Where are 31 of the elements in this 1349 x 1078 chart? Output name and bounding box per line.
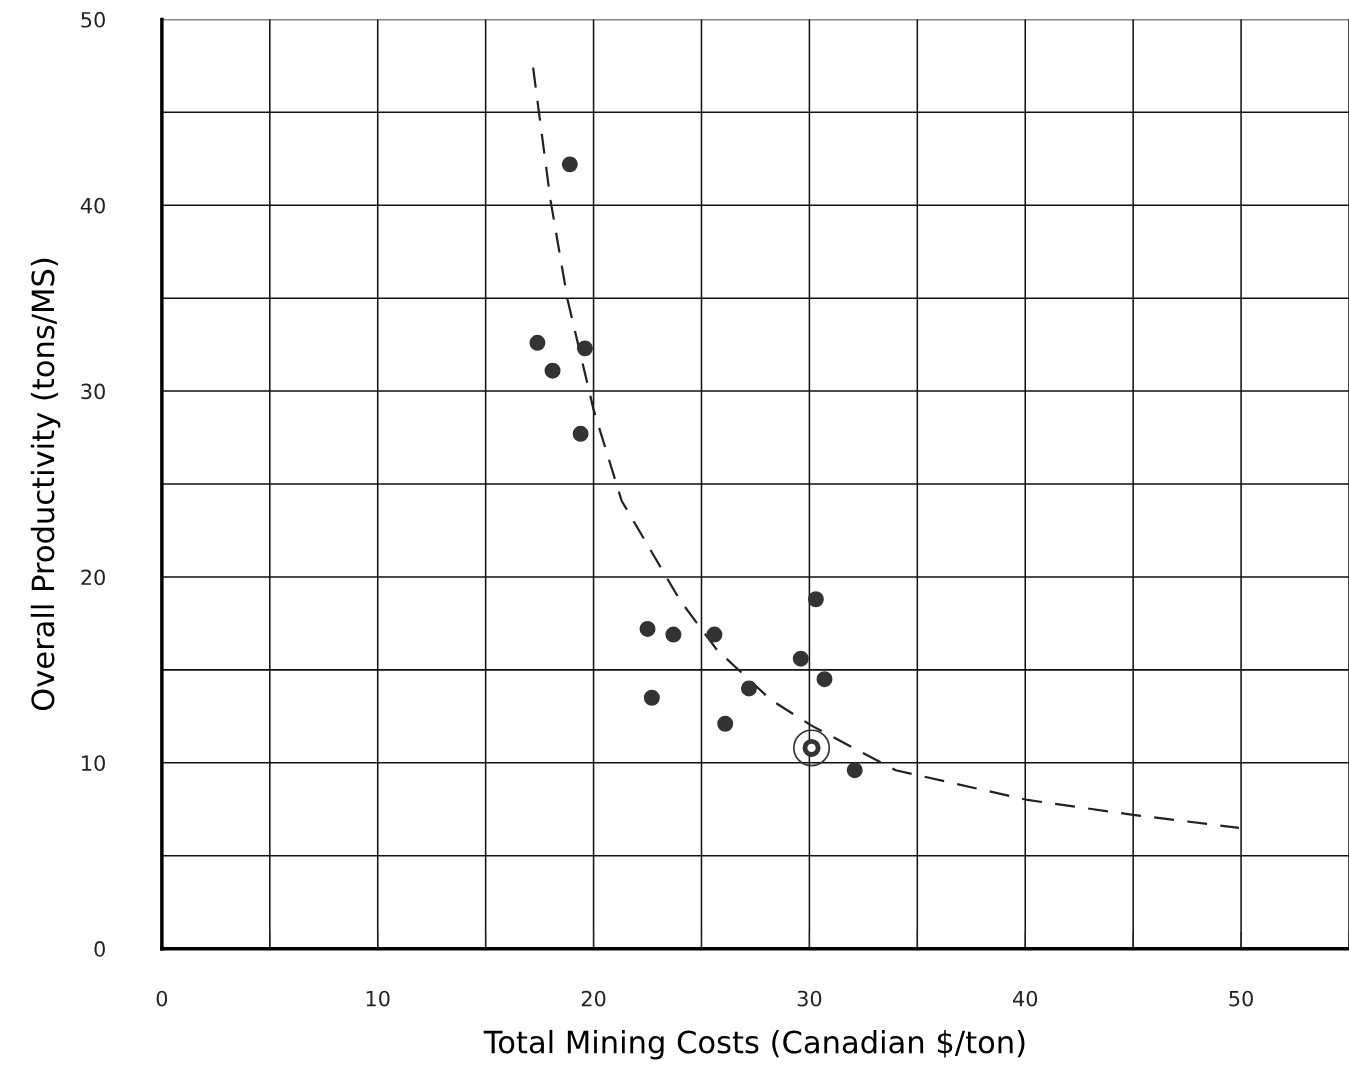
- point: [792, 650, 809, 667]
- y-tick-label: 20: [81, 569, 105, 586]
- x-tick-label: 40: [1013, 990, 1038, 1007]
- x-tick-label: 50: [1229, 990, 1253, 1007]
- point: [706, 626, 723, 643]
- y-tick-label: 50: [81, 11, 105, 28]
- x-tick-label: 30: [797, 990, 822, 1007]
- x-tick-label: 10: [366, 990, 390, 1007]
- x-axis-title: Total Mining Costs (Canadian $/ton): [483, 1029, 1025, 1060]
- point: [576, 340, 593, 357]
- point: [816, 671, 833, 688]
- point: [717, 715, 734, 732]
- x-tick-label: 20: [581, 990, 606, 1007]
- point: [793, 729, 831, 767]
- y-tick-label: 10: [82, 755, 105, 771]
- line-series: [532, 66, 1241, 829]
- point: [665, 626, 682, 643]
- point: [807, 591, 824, 608]
- point: [639, 621, 656, 637]
- point: [561, 156, 578, 173]
- point: [643, 689, 660, 706]
- y-axis-title: Overall Productivity (tons/MS): [30, 258, 61, 711]
- y-tick-label: 0: [94, 941, 105, 957]
- point: [846, 762, 863, 779]
- y-tick-label: 30: [81, 383, 105, 400]
- point: [572, 425, 589, 442]
- point: [529, 334, 546, 351]
- x-tick-label: 0: [156, 990, 168, 1007]
- point: [740, 680, 757, 697]
- y-tick-label: 40: [80, 197, 105, 214]
- point: [544, 362, 561, 379]
